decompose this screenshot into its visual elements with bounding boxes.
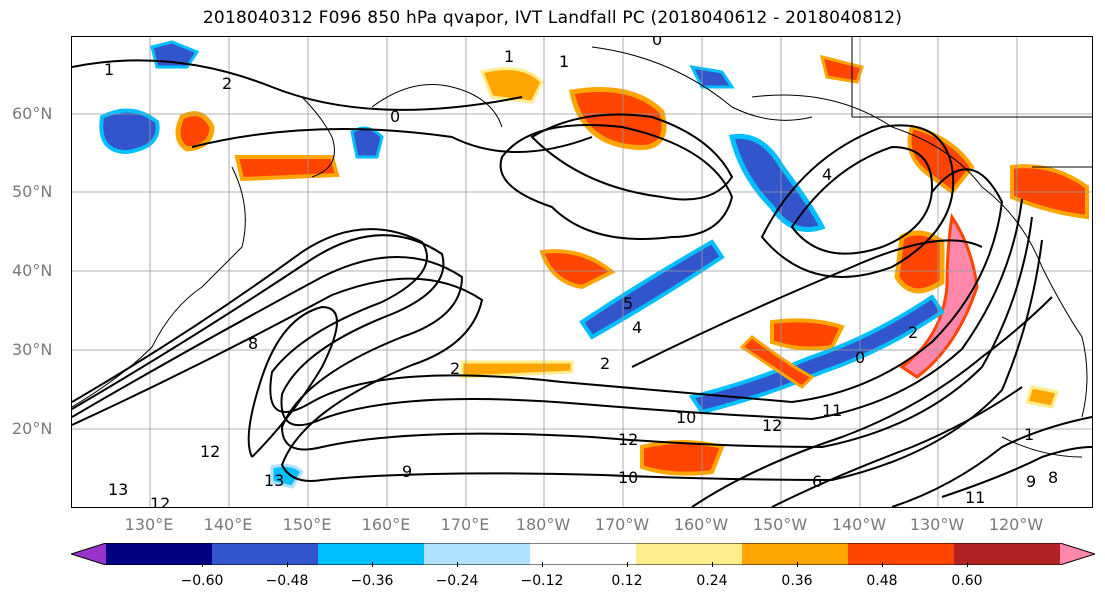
colorbar-cell bbox=[1060, 543, 1095, 565]
contour-label: 1 bbox=[104, 60, 114, 79]
contour-label: 12 bbox=[762, 416, 782, 435]
contour-label: 0 bbox=[855, 348, 865, 367]
colorbar bbox=[71, 543, 1095, 565]
colorbar-tickmark bbox=[797, 562, 798, 567]
lon-label: 160°W bbox=[673, 515, 729, 534]
contour-label: 11 bbox=[822, 401, 842, 420]
lat-label: 50°N bbox=[12, 182, 53, 201]
colorbar-cell bbox=[636, 543, 743, 565]
colorbar-tickmark bbox=[457, 562, 458, 567]
contour-label: 8 bbox=[1048, 468, 1058, 487]
contour-label: 4 bbox=[632, 318, 642, 337]
colorbar-cell bbox=[530, 543, 637, 565]
lon-label: 120°W bbox=[988, 515, 1044, 534]
lat-label: 40°N bbox=[12, 261, 53, 280]
contour-label: 2 bbox=[450, 359, 460, 378]
map-canvas: 1 1 0 0 2 2 4 4 5 2 2 8 10 12 12 9 10 13… bbox=[72, 37, 1092, 508]
colorbar-tick-label: 0.48 bbox=[866, 573, 898, 589]
ivt-contours bbox=[72, 59, 1092, 507]
colorbar-tick-label: 0.24 bbox=[696, 573, 728, 589]
colorbar-tick-label: −0.12 bbox=[520, 573, 564, 589]
contour-label: 2 bbox=[600, 354, 610, 373]
contour-label: 13 bbox=[264, 471, 284, 490]
colorbar-tick-label: −0.24 bbox=[435, 573, 479, 589]
lon-label: 160°E bbox=[361, 515, 411, 534]
colorbar-cell bbox=[318, 543, 425, 565]
contour-label: 11 bbox=[965, 488, 985, 507]
lon-label: 130°E bbox=[124, 515, 174, 534]
contour-label: 10 bbox=[676, 408, 696, 427]
colorbar-tickmark bbox=[372, 562, 373, 567]
colorbar-tickmark bbox=[712, 562, 713, 567]
contour-labels: 1 1 0 0 2 2 4 4 5 2 2 8 10 12 12 9 10 13… bbox=[104, 37, 1058, 508]
contour-label: 12 bbox=[150, 494, 170, 508]
colorbar-tick-label: 0.60 bbox=[951, 573, 983, 589]
colorbar-tick-label: −0.36 bbox=[350, 573, 394, 589]
qvapor-shading bbox=[99, 40, 1089, 489]
colorbar-tickmark bbox=[287, 562, 288, 567]
contour-label: 8 bbox=[248, 334, 258, 353]
lon-label: 130°W bbox=[909, 515, 965, 534]
contour-label: 1 bbox=[559, 52, 569, 71]
lat-label: 20°N bbox=[12, 419, 53, 438]
contour-label: 9 bbox=[1026, 472, 1036, 491]
colorbar-cell bbox=[106, 543, 213, 565]
contour-label: 1 bbox=[1024, 425, 1034, 444]
colorbar-cell bbox=[954, 543, 1061, 565]
contour-label: 13 bbox=[108, 480, 128, 499]
colorbar-cell bbox=[848, 543, 955, 565]
contour-label: 9 bbox=[402, 462, 412, 481]
contour-label: 2 bbox=[222, 74, 232, 93]
lon-label: 140°E bbox=[203, 515, 253, 534]
colorbar-tick-label: −0.48 bbox=[265, 573, 309, 589]
colorbar-tick-label: −0.60 bbox=[180, 573, 224, 589]
colorbar-tickmark bbox=[882, 562, 883, 567]
lon-label: 180°W bbox=[515, 515, 571, 534]
contour-label: 4 bbox=[822, 165, 832, 184]
contour-label: 10 bbox=[618, 468, 638, 487]
colorbar-cell bbox=[212, 543, 319, 565]
colorbar-tickmark bbox=[542, 562, 543, 567]
map-panel: 1 1 0 0 2 2 4 4 5 2 2 8 10 12 12 9 10 13… bbox=[71, 36, 1093, 508]
lon-label: 150°E bbox=[282, 515, 332, 534]
contour-label: 1 bbox=[504, 47, 514, 66]
contour-label: 0 bbox=[390, 107, 400, 126]
contour-label: 2 bbox=[908, 323, 918, 342]
figure-title: 2018040312 F096 850 hPa qvapor, IVT Land… bbox=[202, 8, 903, 28]
colorbar-tickmark bbox=[202, 562, 203, 567]
contour-label: 12 bbox=[618, 430, 638, 449]
lat-label: 60°N bbox=[12, 104, 53, 123]
contour-label: 6 bbox=[812, 472, 822, 491]
lon-label: 140°W bbox=[831, 515, 887, 534]
colorbar-cell bbox=[71, 543, 106, 565]
lat-label: 30°N bbox=[12, 340, 53, 359]
colorbar-tickmark bbox=[967, 562, 968, 567]
contour-label: 5 bbox=[623, 294, 633, 313]
colorbar-tick-label: 0.12 bbox=[611, 573, 643, 589]
colorbar-tick-label: 0.36 bbox=[781, 573, 813, 589]
colorbar-cell bbox=[424, 543, 531, 565]
colorbar-cell bbox=[742, 543, 849, 565]
contour-label: 0 bbox=[652, 37, 662, 49]
lon-label: 170°W bbox=[594, 515, 650, 534]
lon-label: 150°W bbox=[752, 515, 808, 534]
colorbar-tickmark bbox=[627, 562, 628, 567]
map-gridlines bbox=[72, 37, 1092, 507]
contour-label: 12 bbox=[200, 442, 220, 461]
lon-label: 170°E bbox=[440, 515, 490, 534]
